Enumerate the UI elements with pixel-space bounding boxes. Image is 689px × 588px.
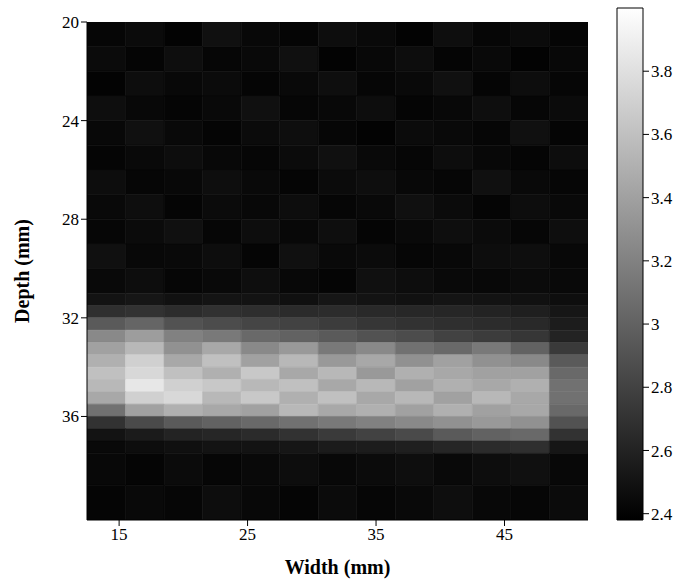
- svg-text:20: 20: [62, 13, 79, 32]
- svg-text:3: 3: [651, 315, 660, 334]
- svg-text:3.8: 3.8: [651, 62, 672, 81]
- svg-text:45: 45: [496, 525, 513, 544]
- svg-text:3.4: 3.4: [651, 189, 673, 208]
- svg-text:32: 32: [62, 309, 79, 328]
- svg-text:2.4: 2.4: [651, 505, 673, 524]
- svg-text:15: 15: [111, 525, 128, 544]
- svg-text:36: 36: [62, 407, 79, 426]
- svg-text:2.6: 2.6: [651, 442, 672, 461]
- svg-text:3.6: 3.6: [651, 125, 672, 144]
- svg-text:24: 24: [62, 112, 80, 131]
- svg-text:25: 25: [239, 525, 256, 544]
- svg-text:Width (mm): Width (mm): [285, 556, 391, 579]
- svg-text:Depth (mm): Depth (mm): [11, 219, 34, 323]
- svg-text:35: 35: [368, 525, 385, 544]
- svg-text:3.2: 3.2: [651, 252, 672, 271]
- svg-text:2.8: 2.8: [651, 378, 672, 397]
- svg-text:28: 28: [62, 210, 79, 229]
